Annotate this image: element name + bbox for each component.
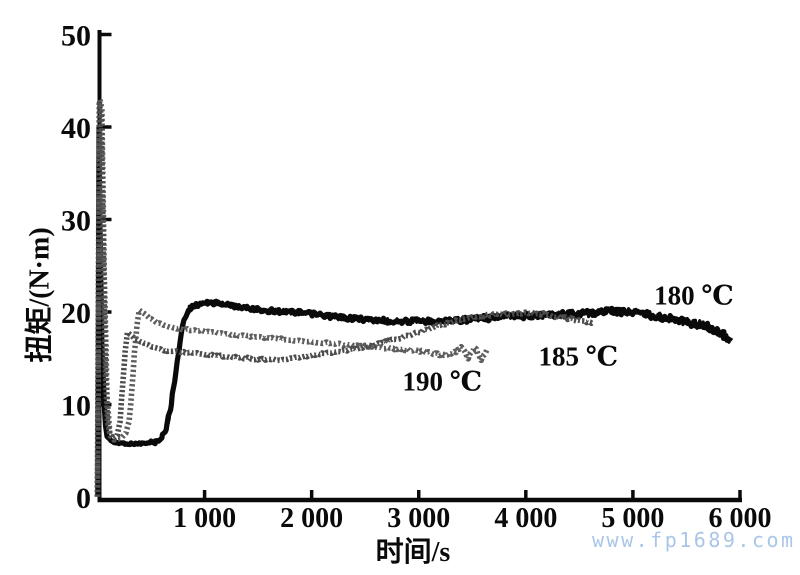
y-axis-title: 扭矩/(N·m) [24,227,56,362]
y-tick-label: 20 [61,297,91,330]
curve-180c-fuzz [96,126,732,497]
curve-185c [94,100,595,497]
curve-label-185c: 185 ℃ [538,341,618,371]
watermark: www.fp1689.com [592,528,796,552]
curve-190c [94,96,490,497]
x-tick-label: 1 000 [173,503,236,534]
y-tick-label: 50 [61,20,91,53]
x-tick-label: 5 000 [601,503,664,534]
x-tick-label: 2 000 [280,503,343,534]
x-tick-label: 4 000 [494,503,557,534]
y-tick-label: 0 [76,482,91,515]
y-tick-label: 30 [61,205,91,238]
curve-label-190c: 190 ℃ [402,366,482,396]
axes [97,30,742,503]
curve-label-180c: 180 ℃ [654,280,734,310]
x-axis-title: 时间/s [376,536,451,568]
x-tick-label: 6 000 [708,503,771,534]
x-tick-label: 3 000 [387,503,450,534]
y-tick-label: 40 [61,112,91,145]
y-tick-label: 10 [61,390,91,423]
